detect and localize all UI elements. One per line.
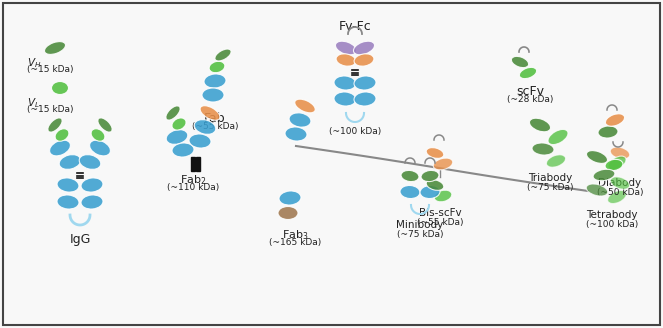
- Text: scFv: scFv: [516, 85, 544, 98]
- Ellipse shape: [605, 159, 623, 171]
- Text: (~15 kDa): (~15 kDa): [27, 105, 74, 114]
- Ellipse shape: [608, 156, 626, 170]
- Ellipse shape: [79, 155, 101, 169]
- Ellipse shape: [511, 56, 528, 68]
- Ellipse shape: [285, 127, 307, 141]
- Ellipse shape: [426, 180, 444, 190]
- Ellipse shape: [90, 140, 111, 156]
- Text: IgG: IgG: [70, 233, 91, 246]
- Ellipse shape: [189, 134, 211, 148]
- Ellipse shape: [353, 41, 375, 55]
- Ellipse shape: [548, 130, 568, 145]
- Ellipse shape: [50, 140, 70, 156]
- Ellipse shape: [52, 81, 68, 94]
- Text: (~50 kDa): (~50 kDa): [597, 188, 643, 197]
- Text: Bis-scFv: Bis-scFv: [419, 208, 461, 218]
- Text: (~75 kDa): (~75 kDa): [396, 230, 444, 239]
- Ellipse shape: [166, 106, 180, 120]
- Ellipse shape: [334, 92, 356, 106]
- Text: (~165 kDa): (~165 kDa): [269, 238, 321, 247]
- Text: Fv-Fc: Fv-Fc: [339, 20, 371, 33]
- Ellipse shape: [336, 54, 356, 66]
- Ellipse shape: [55, 129, 69, 141]
- Ellipse shape: [401, 171, 419, 182]
- Ellipse shape: [289, 113, 311, 127]
- Ellipse shape: [334, 76, 356, 90]
- Ellipse shape: [611, 177, 630, 189]
- Text: (~75 kDa): (~75 kDa): [526, 183, 573, 192]
- Text: Minibody: Minibody: [396, 220, 444, 230]
- Bar: [196, 157, 200, 171]
- Text: Fab$_3$: Fab$_3$: [282, 228, 308, 242]
- Text: Fab$_2$: Fab$_2$: [180, 173, 206, 187]
- Ellipse shape: [587, 151, 607, 163]
- Ellipse shape: [215, 49, 231, 61]
- Bar: [191, 157, 194, 171]
- Text: Tetrabody: Tetrabody: [586, 210, 638, 220]
- Ellipse shape: [48, 118, 62, 132]
- Ellipse shape: [91, 129, 105, 141]
- Ellipse shape: [279, 191, 301, 205]
- Ellipse shape: [209, 61, 225, 73]
- Ellipse shape: [98, 118, 112, 132]
- Ellipse shape: [532, 143, 554, 155]
- Ellipse shape: [605, 114, 625, 126]
- Ellipse shape: [598, 126, 618, 138]
- Text: Fab: Fab: [204, 112, 226, 125]
- Text: (~28 kDa): (~28 kDa): [507, 95, 553, 104]
- Text: (~15 kDa): (~15 kDa): [27, 65, 74, 74]
- Text: (~55 kDa): (~55 kDa): [192, 122, 238, 131]
- Ellipse shape: [335, 41, 357, 55]
- Text: Triabody: Triabody: [528, 173, 572, 183]
- Text: (~100 kDa): (~100 kDa): [329, 127, 381, 136]
- Ellipse shape: [546, 155, 566, 167]
- Ellipse shape: [202, 88, 224, 102]
- Ellipse shape: [166, 130, 188, 144]
- Ellipse shape: [420, 185, 440, 198]
- Ellipse shape: [194, 120, 215, 134]
- Ellipse shape: [204, 74, 226, 88]
- Ellipse shape: [278, 207, 298, 219]
- Ellipse shape: [354, 76, 376, 90]
- Ellipse shape: [172, 143, 194, 157]
- Ellipse shape: [81, 195, 103, 209]
- Ellipse shape: [59, 155, 81, 169]
- Ellipse shape: [81, 178, 103, 192]
- Text: (~55 kDa): (~55 kDa): [417, 218, 463, 227]
- Ellipse shape: [354, 54, 374, 66]
- Ellipse shape: [434, 190, 452, 202]
- Ellipse shape: [57, 178, 79, 192]
- Text: $V_H$: $V_H$: [27, 56, 41, 70]
- Ellipse shape: [421, 171, 439, 182]
- Ellipse shape: [354, 92, 376, 106]
- Ellipse shape: [426, 148, 444, 158]
- Text: (~110 kDa): (~110 kDa): [167, 183, 219, 192]
- Ellipse shape: [519, 67, 536, 79]
- Ellipse shape: [593, 169, 615, 181]
- Text: (~100 kDa): (~100 kDa): [586, 220, 638, 229]
- Ellipse shape: [44, 42, 66, 54]
- Ellipse shape: [57, 195, 79, 209]
- Ellipse shape: [608, 191, 627, 204]
- Ellipse shape: [586, 184, 608, 196]
- Ellipse shape: [295, 99, 315, 113]
- Text: Diabody: Diabody: [599, 178, 642, 188]
- Ellipse shape: [172, 118, 186, 130]
- Ellipse shape: [200, 106, 220, 120]
- Ellipse shape: [530, 118, 550, 132]
- Ellipse shape: [400, 185, 420, 198]
- Ellipse shape: [610, 147, 630, 159]
- Text: $V_L$: $V_L$: [27, 96, 40, 110]
- Ellipse shape: [433, 158, 453, 170]
